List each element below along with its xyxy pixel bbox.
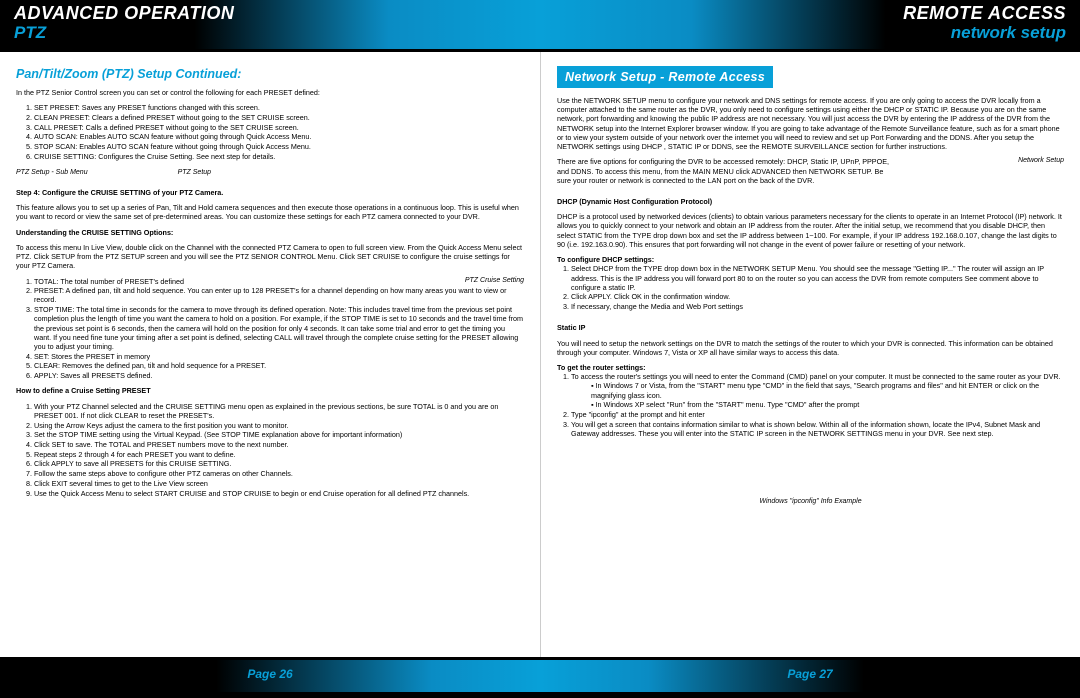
- understanding-text: To access this menu In Live View, double…: [16, 243, 524, 271]
- list-item: SET: Stores the PRESET in memory: [34, 352, 524, 361]
- page-spread: Pan/Tilt/Zoom (PTZ) Setup Continued: In …: [0, 52, 1080, 660]
- list-item: Follow the same steps above to configure…: [34, 469, 524, 478]
- caption-cruise-setting: PTZ Cruise Setting: [465, 277, 524, 286]
- howto-list: With your PTZ Channel selected and the C…: [34, 402, 524, 498]
- list-item: PRESET: A defined pan, tilt and hold seq…: [34, 286, 524, 304]
- caption-ipconfig: Windows "ipconfig" Info Example: [557, 498, 1064, 507]
- list-item: Using the Arrow Keys adjust the camera t…: [34, 421, 524, 430]
- dhcp-conf-heading: To configure DHCP settings:: [557, 255, 654, 264]
- dhcp-text: DHCP is a protocol used by networked dev…: [557, 212, 1064, 249]
- list-item: STOP SCAN: Enables AUTO SCAN feature wit…: [34, 142, 524, 151]
- footer-bar: Page 26 Page 27: [0, 660, 1080, 692]
- header-left: Advanced Operation PTZ: [14, 4, 234, 47]
- list-item: TOTAL: The total number of PRESET's defi…: [34, 277, 524, 286]
- list-item: AUTO SCAN: Enables AUTO SCAN feature wit…: [34, 132, 524, 141]
- list-item: CLEAN PRESET: Clears a defined PRESET wi…: [34, 113, 524, 122]
- router-heading: To get the router settings:: [557, 363, 646, 372]
- header-left-sub: PTZ: [14, 24, 234, 42]
- list-item: Click APPLY. Click OK in the confirmatio…: [571, 292, 1064, 301]
- page-number-left: Page 26: [0, 660, 540, 692]
- static-text: You will need to setup the network setti…: [557, 339, 1064, 357]
- list-item: Click APPLY to save all PRESETS for this…: [34, 459, 524, 468]
- header-bar: Advanced Operation PTZ Remote Access net…: [0, 0, 1080, 52]
- understanding-heading: Understanding the CRUISE SETTING Options…: [16, 228, 173, 237]
- router-step-3: You will get a screen that contains info…: [571, 420, 1064, 438]
- header-right-sub: network setup: [903, 24, 1066, 42]
- router-sub-b: In Windows XP select "Run" from the "STA…: [591, 400, 1064, 409]
- list-item: SET PRESET: Saves any PRESET functions c…: [34, 103, 524, 112]
- list-item: With your PTZ Channel selected and the C…: [34, 402, 524, 420]
- caption-network-setup: Network Setup: [1018, 157, 1064, 166]
- list-item: Select DHCP from the TYPE drop down box …: [571, 264, 1064, 292]
- list-item: CALL PRESET: Calls a defined PRESET with…: [34, 123, 524, 132]
- page-right: Network Setup - Remote Access Use the NE…: [540, 52, 1080, 657]
- ptz-section-title: Pan/Tilt/Zoom (PTZ) Setup Continued:: [16, 66, 524, 82]
- dhcp-conf-list: Select DHCP from the TYPE drop down box …: [571, 264, 1064, 311]
- header-left-title: Advanced Operation: [14, 4, 234, 24]
- list-item: CLEAR: Removes the defined pan, tilt and…: [34, 361, 524, 370]
- router-sub-list: In Windows 7 or Vista, from the "START" …: [591, 381, 1064, 409]
- router-sub-a: In Windows 7 or Vista, from the "START" …: [591, 381, 1064, 399]
- header-right-title: Remote Access: [903, 4, 1066, 24]
- ptz-preset-list: SET PRESET: Saves any PRESET functions c…: [34, 103, 524, 161]
- page-number-right: Page 27: [540, 660, 1080, 692]
- list-item: STOP TIME: The total time in seconds for…: [34, 305, 524, 351]
- howto-heading: How to define a Cruise Setting PRESET: [16, 386, 151, 395]
- list-item: Use the Quick Access Menu to select STAR…: [34, 489, 524, 498]
- list-item: CRUISE SETTING: Configures the Cruise Se…: [34, 152, 524, 161]
- router-step-1: To access the router's settings you will…: [571, 372, 1064, 409]
- dhcp-heading: DHCP (Dynamic Host Configuration Protoco…: [557, 197, 712, 206]
- cruise-options-list: TOTAL: The total number of PRESET's defi…: [34, 277, 524, 381]
- list-item: Repeat steps 2 through 4 for each PRESET…: [34, 450, 524, 459]
- page-left: Pan/Tilt/Zoom (PTZ) Setup Continued: In …: [0, 52, 540, 657]
- caption-row-1: PTZ Setup - Sub Menu PTZ Setup: [16, 167, 524, 182]
- ptz-intro: In the PTZ Senior Control screen you can…: [16, 88, 524, 97]
- static-heading: Static IP: [557, 323, 585, 332]
- list-item: Click EXIT several times to get to the L…: [34, 479, 524, 488]
- list-item: Set the STOP TIME setting using the Virt…: [34, 430, 524, 439]
- step4-text: This feature allows you to set up a seri…: [16, 203, 524, 221]
- caption-ptz-submenu: PTZ Setup - Sub Menu: [16, 169, 88, 178]
- network-bar-title: Network Setup - Remote Access: [557, 66, 773, 88]
- router-step-1-text: To access the router's settings you will…: [571, 372, 1061, 381]
- network-p2: There are five options for configuring t…: [557, 157, 892, 185]
- caption-ptz-setup: PTZ Setup: [178, 169, 211, 178]
- network-p1: Use the NETWORK SETUP menu to configure …: [557, 96, 1064, 151]
- step4-heading: Step 4: Configure the CRUISE SETTING of …: [16, 188, 223, 197]
- list-item: If necessary, change the Media and Web P…: [571, 302, 1064, 311]
- router-step-2: Type "ipconfig" at the prompt and hit en…: [571, 410, 1064, 419]
- list-item: Click SET to save. The TOTAL and PRESET …: [34, 440, 524, 449]
- list-item: APPLY: Saves all PRESETS defined.: [34, 371, 524, 380]
- header-right: Remote Access network setup: [903, 4, 1066, 47]
- router-list: To access the router's settings you will…: [571, 372, 1064, 438]
